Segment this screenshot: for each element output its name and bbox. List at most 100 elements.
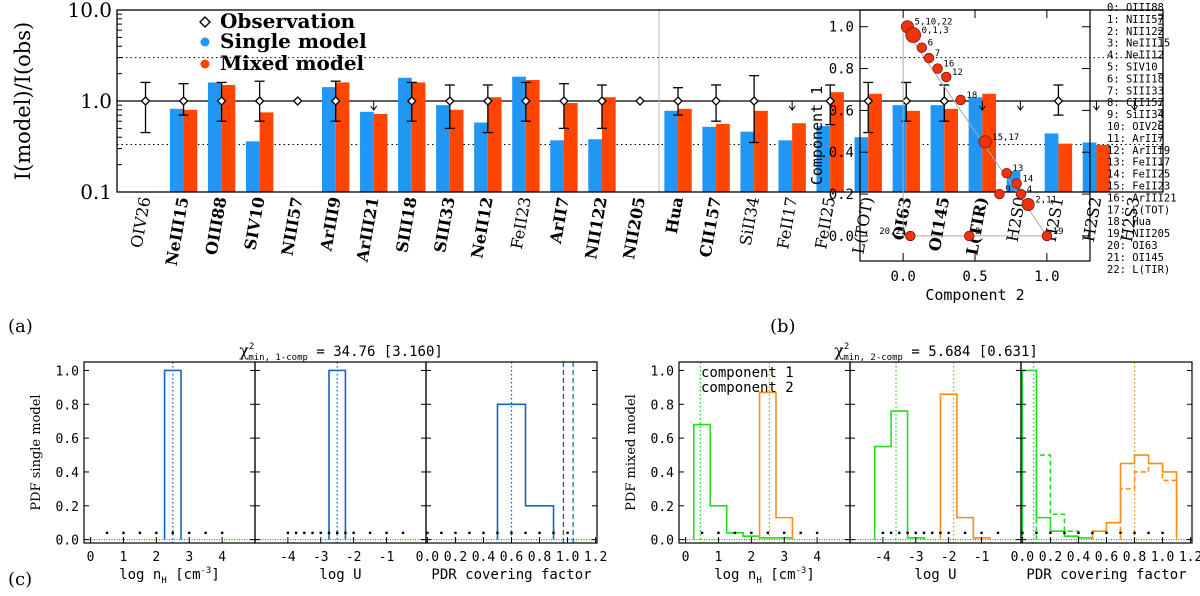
title-c-mixed: χ2 min, 2-comp = 5.684 [0.631]: [834, 341, 1038, 363]
grid-point-marker: [939, 531, 942, 535]
category-label-ArIII21: ArIII21: [352, 195, 382, 264]
grid-point-marker: [799, 531, 802, 535]
grid-point-marker: [906, 531, 909, 535]
xtick-label--2: -2: [941, 550, 957, 565]
grid-point-marker: [105, 531, 109, 535]
grid-point-marker: [327, 531, 331, 535]
category-label-OI145: OI145: [925, 195, 953, 252]
grid-point-marker: [344, 531, 347, 535]
chart-a: 0.1 1.0 10.0 I(model)/I(obs) OIV26 NeIII15 OII…: [11, 0, 1164, 267]
xtick-label-1: 1: [120, 550, 128, 565]
category-label-NIII57: NIII57: [278, 195, 307, 257]
x-axis-label: log U: [319, 567, 361, 583]
ytick-label-b-0.8: 0.8: [829, 62, 854, 78]
observation-marker-L(TOT): [863, 96, 874, 106]
upper-limit-arrow-H2S2: [1093, 101, 1100, 111]
bar-mixed-FeII17: [792, 123, 806, 192]
scatter-point-9: [994, 188, 1005, 200]
xtick-label--3: -3: [313, 550, 329, 565]
bar-single-SIV10: [245, 141, 260, 192]
observation-marker-OI145: [939, 96, 950, 106]
xlabel-mid: [cm: [167, 567, 201, 583]
bar-mixed-NeIII15: [183, 109, 198, 192]
ytick-label-1.0: 1.0: [56, 364, 79, 379]
bar-single-ArII7: [550, 140, 564, 192]
scatter-point-15,17: [978, 135, 992, 149]
mixing-triangle: [902, 25, 1048, 237]
xlabel-pre: log n: [119, 567, 161, 583]
ytick-label-b-1.0: 1.0: [829, 20, 854, 36]
observation-marker-ArII7: [559, 96, 569, 106]
grid-point-marker: [510, 531, 513, 535]
bar-single-FeII17: [778, 140, 793, 192]
bar-mixed-OI63: [906, 110, 920, 192]
category-label-SIII18: SIII18: [392, 195, 420, 254]
xtick-label-b-0.0: 0.0: [890, 269, 915, 285]
grid-point-marker: [1021, 531, 1024, 535]
bar-mixed-SiII34: [754, 110, 768, 192]
xtick-label-3: 3: [185, 550, 193, 565]
category-label-SiII34: SiII34: [736, 195, 763, 247]
grid-point-marker: [468, 531, 471, 535]
x-axis-label: PDR covering factor: [1026, 567, 1186, 583]
index-legend-item: 4: NeII12: [1107, 50, 1164, 62]
legend-marker-single: [200, 37, 210, 47]
point-label-12: 12: [952, 68, 963, 78]
index-legend-item: 5: SIV10: [1107, 62, 1158, 74]
point-label-13: 13: [1012, 164, 1023, 174]
index-legend-item: 0: OIII88: [1107, 2, 1164, 14]
subplot-c-single-2: 0.0 0.2 0.4 0.6 0.8 1.0 1.2 PDR covering factor: [416, 361, 607, 583]
xtick-label-0.2: 0.2: [1039, 550, 1062, 565]
grid-point-marker: [122, 531, 125, 535]
index-legend-item: 20: OI63: [1107, 240, 1158, 252]
bar-mixed-L(TOT): [868, 93, 882, 192]
xtick-label-0: 0: [87, 550, 95, 565]
xlabel-post: ]: [806, 567, 814, 583]
xtick-label--1: -1: [379, 550, 395, 565]
scatter-point-20,21: [905, 230, 916, 242]
grid-point-marker: [922, 531, 926, 535]
bar-mixed-ArIII9: [335, 82, 350, 192]
xlabel-pre: log n: [714, 567, 756, 583]
point-label-7: 7: [935, 49, 940, 59]
upper-limit-arrow-H2S0: [1016, 101, 1024, 111]
grid-point-marker: [889, 531, 893, 535]
scatter-point-16: [932, 63, 943, 74]
scatter-point-18: [955, 94, 966, 106]
ytick-label-b-0.0: 0.0: [829, 229, 854, 245]
observation-marker-NIII57: [292, 96, 303, 106]
category-label-Hua: Hua: [662, 195, 687, 235]
chart-c-single: χ2 min, 1-comp = 34.76 [3.160]PDF single …: [29, 341, 607, 586]
ytick-label-0.6: 0.6: [56, 432, 79, 447]
observation-marker-FeII25: [825, 96, 836, 106]
subplot-frame: [1020, 361, 1193, 544]
point-label-2,11: 2,11: [1035, 196, 1057, 206]
legend-label-2: Mixed model: [220, 51, 365, 75]
grid-point-marker: [188, 531, 191, 535]
xlabel-post: ]: [211, 567, 219, 583]
grid-point-marker: [898, 531, 901, 535]
bar-mixed-H2S1: [1058, 143, 1073, 192]
grid-point-marker: [566, 531, 569, 535]
xtick-label-3: 3: [780, 550, 788, 565]
grid-point-marker: [1147, 531, 1150, 535]
legend-marker-observation: [199, 16, 211, 28]
index-legend-item: 15: FeII23: [1107, 181, 1170, 193]
xlabel-sup: -3: [796, 566, 807, 576]
grid-point-marker: [947, 531, 950, 535]
point-label-4: 4: [1027, 185, 1032, 195]
histogram-component-2-solid: [873, 410, 925, 540]
title-chi: χ: [239, 341, 249, 360]
grid-point-marker: [385, 531, 388, 535]
bar-mixed-OIII88: [221, 84, 236, 192]
grid-point-marker: [1119, 531, 1122, 535]
subplot-frame: [254, 361, 427, 544]
index-legend-item: 8: CII157: [1107, 97, 1164, 109]
grid-point-marker: [524, 531, 527, 535]
subplot-frame: [83, 361, 256, 544]
xtick-label-1.2: 1.2: [1179, 550, 1200, 565]
bar-mixed-ArIII21: [373, 113, 388, 192]
point-label-0,1,3: 0,1,3: [922, 26, 949, 36]
grid-point-marker: [881, 531, 885, 535]
